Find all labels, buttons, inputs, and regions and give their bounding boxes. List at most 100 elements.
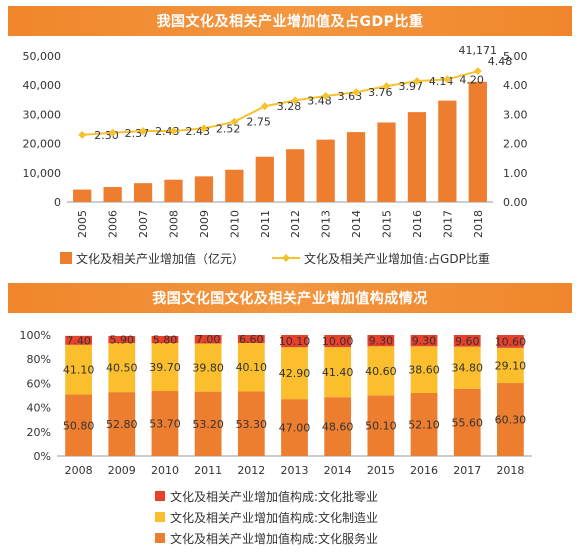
x-tick-label: 2017 — [441, 210, 454, 238]
y-right-tick-label: 5.00 — [503, 50, 528, 63]
y-right-tick-label: 0.00 — [503, 196, 528, 209]
stack-segment — [151, 335, 179, 343]
x-tick-label: 2018 — [472, 210, 485, 238]
bar — [164, 179, 183, 202]
x-tick-label: 2011 — [194, 464, 222, 477]
stack-segment — [151, 391, 179, 456]
legend-swatch — [155, 533, 165, 543]
y-tick-label: 60% — [27, 377, 51, 390]
segment-value-label: 6.60 — [239, 333, 264, 346]
line-point — [443, 75, 452, 84]
segment-value-label: 10.10 — [279, 335, 311, 348]
bar — [255, 156, 274, 202]
segment-value-label: 29.10 — [495, 359, 527, 372]
x-tick-label: 2010 — [228, 210, 241, 238]
segment-value-label: 53.20 — [192, 418, 224, 431]
x-tick-label: 2007 — [137, 210, 150, 238]
x-tick-label: 2009 — [108, 464, 136, 477]
stack-segment — [367, 346, 395, 396]
y-right-tick-label: 2.00 — [503, 138, 528, 151]
stack-segment — [108, 343, 136, 393]
chart1-plot: 0 10,000 20,000 30,000 40,000 50,000 0.00 1.00 2… — [23, 44, 528, 266]
stack-segment — [324, 335, 352, 348]
legend-label-line: 文化及相关产业增加值:占GDP比重 — [304, 251, 490, 266]
segment-value-label: 38.60 — [408, 364, 440, 377]
segment-value-label: 42.90 — [279, 367, 311, 380]
y-right-tick-label: 4.00 — [503, 79, 528, 92]
segment-value-label: 48.60 — [322, 421, 354, 434]
x-tick-label: 2014 — [350, 210, 363, 238]
segment-value-label: 34.80 — [451, 362, 483, 375]
x-tick-label: 2008 — [168, 210, 181, 238]
legend-swatch-bar — [60, 252, 72, 264]
segment-value-label: 52.10 — [408, 418, 440, 431]
segment-value-label: 9.60 — [455, 335, 480, 348]
legend-label: 文化及相关产业增加值构成:文化服务业 — [170, 531, 378, 546]
stack-segment — [194, 391, 222, 456]
segment-value-label: 52.80 — [106, 418, 138, 431]
stack-segment — [194, 343, 222, 392]
segment-value-label: 40.60 — [365, 365, 397, 378]
y-right-tick-label: 3.00 — [503, 108, 528, 121]
legend-swatch — [155, 512, 165, 522]
segment-value-label: 53.30 — [236, 418, 268, 431]
stack-segment — [281, 335, 308, 348]
stack-segment — [108, 335, 136, 344]
bar — [194, 176, 214, 202]
stack-segment — [497, 347, 524, 384]
bar — [225, 169, 244, 202]
segment-value-label: 10.60 — [495, 335, 527, 348]
x-tick-label: 2018 — [496, 464, 524, 477]
x-tick-label: 2017 — [453, 464, 481, 477]
x-tick-label: 2014 — [324, 464, 352, 477]
line-point — [291, 96, 300, 105]
stack-segment — [453, 388, 481, 456]
stack-segment — [367, 335, 395, 347]
legend-swatch-marker — [282, 254, 290, 262]
y-tick-label: 40% — [27, 402, 51, 415]
y-tick-label: 80% — [27, 353, 51, 366]
x-tick-label: 2008 — [65, 464, 93, 477]
segment-value-label: 40.10 — [236, 361, 268, 374]
stack-segment — [65, 344, 92, 395]
stack-segment — [65, 394, 92, 456]
segment-value-label: 7.40 — [66, 334, 91, 347]
x-tick-label: 2016 — [410, 464, 438, 477]
stack-segment — [281, 347, 308, 400]
line-point — [352, 88, 361, 97]
stack-segment — [453, 346, 481, 389]
bar — [468, 81, 487, 202]
y-tick-label: 20% — [27, 426, 51, 439]
bar — [346, 132, 366, 202]
legend-label: 文化及相关产业增加值构成:文化制造业 — [170, 510, 378, 525]
legend-swatch — [155, 491, 165, 501]
x-tick-label: 2011 — [259, 210, 272, 238]
segment-value-label: 9.30 — [369, 335, 394, 348]
x-tick-label: 2013 — [281, 464, 309, 477]
stack-segment — [410, 346, 438, 393]
segment-value-label: 5.80 — [153, 333, 178, 346]
stack-segment — [453, 335, 481, 347]
legend-label-bar: 文化及相关产业增加值（亿元） — [76, 251, 244, 266]
chart2-title: 我国文化国文化及相关产业增加值构成情况 — [8, 283, 572, 313]
chart1-title: 我国文化及相关产业增加值及占GDP比重 — [8, 6, 572, 36]
stack-segment — [324, 347, 352, 398]
bar — [73, 189, 92, 202]
stack-segment — [65, 335, 92, 345]
y-left-tick-label: 10,000 — [23, 167, 62, 180]
line-value-label: 4.20 — [459, 73, 484, 86]
y-left-tick-label: 30,000 — [23, 108, 62, 121]
segment-value-label: 50.80 — [63, 419, 95, 432]
x-tick-label: 2012 — [237, 464, 265, 477]
x-tick-label: 2013 — [320, 210, 333, 238]
x-tick-label: 2015 — [381, 210, 394, 238]
stack-segment — [237, 342, 265, 392]
segment-value-label: 10.00 — [322, 335, 354, 348]
bar — [438, 100, 457, 202]
segment-value-label: 7.00 — [196, 333, 221, 346]
share-line — [82, 70, 479, 136]
bar — [316, 139, 335, 202]
segment-value-label: 50.10 — [365, 420, 397, 433]
line-point — [108, 128, 117, 137]
